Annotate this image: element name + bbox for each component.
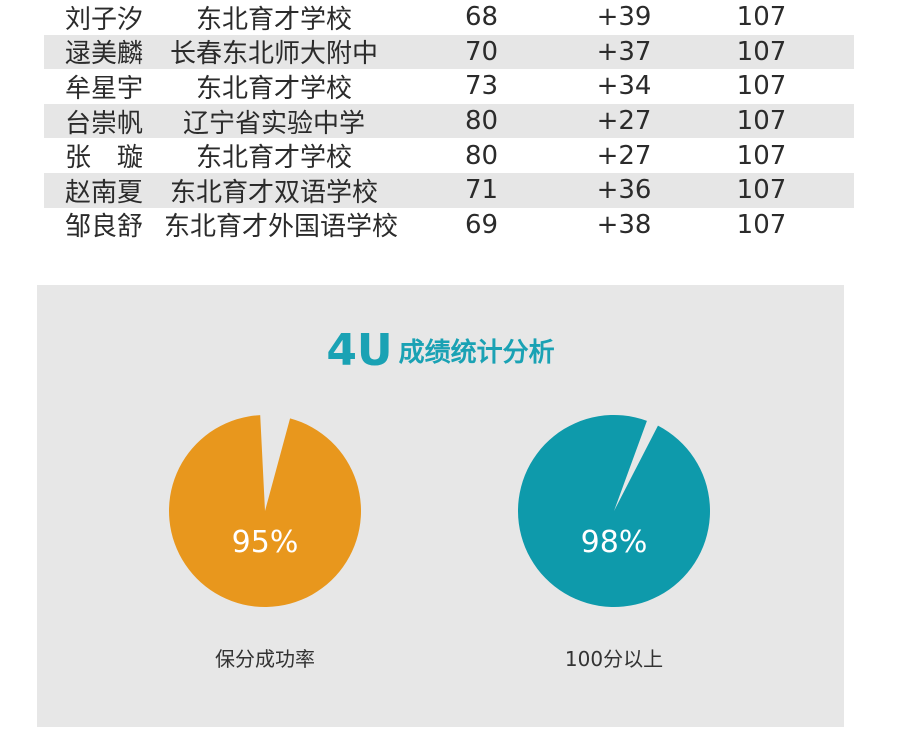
student-name: 张 璇 [64,143,143,174]
school-name: 东北育才双语学校 [169,177,378,208]
score: 68 [464,2,499,33]
base-score: 107 [736,2,787,33]
score-gain: +39 [596,2,652,33]
score-gain: +27 [596,140,652,171]
score-gain: +27 [596,106,652,137]
table-row: 赵南夏 东北育才双语学校 71 +36 107 [44,172,854,208]
table-row: 邹良舒 东北育才外国语学校 69 +38 107 [44,208,854,243]
score-gain: +36 [596,175,652,206]
base-score: 107 [736,36,787,67]
panel-title-small: 成绩统计分析 [398,338,555,368]
student-name: 逯美麟 [64,39,143,70]
base-score: 107 [736,140,787,171]
pie-chart-over-100: 98% [518,415,710,607]
score-gain: +37 [596,36,652,67]
school-name: 辽宁省实验中学 [182,108,365,139]
table-row: 张 璇 东北育才学校 80 +27 107 [44,138,854,174]
student-name: 邹良舒 [64,212,143,243]
score: 80 [464,140,499,171]
student-name: 牟星宇 [64,73,143,104]
score: 69 [464,209,499,240]
base-score: 107 [736,71,787,102]
pie-value-label: 95% [232,525,299,560]
table-row: 台崇帆 辽宁省实验中学 80 +27 107 [44,103,854,139]
pie-caption-retention: 保分成功率 [215,647,315,671]
stats-panel: 4U 成绩统计分析 95% 保分成功率 98% 100分以上 [37,285,844,727]
pie-slice-95 [169,415,361,607]
school-name: 东北育才学校 [195,143,352,174]
score-gain: +34 [596,71,652,102]
pie-value-label: 98% [581,525,648,560]
base-score: 107 [736,175,787,206]
score-gain: +38 [596,209,652,240]
student-name: 台崇帆 [64,108,143,139]
base-score: 107 [736,209,787,240]
table-row: 刘子汐 东北育才学校 68 +39 107 [44,0,854,35]
score: 80 [464,106,499,137]
table-row: 牟星宇 东北育才学校 73 +34 107 [44,69,854,104]
student-name: 赵南夏 [64,177,143,208]
score: 70 [464,36,499,67]
pie-chart-retention: 95% [169,415,361,607]
school-name: 东北育才学校 [195,73,352,104]
score: 73 [464,71,499,102]
base-score: 107 [736,106,787,137]
table-row: 逯美麟 长春东北师大附中 70 +37 107 [44,34,854,70]
pie-slice-98 [518,415,710,607]
panel-title-big: 4U [326,325,393,376]
pie-caption-over-100: 100分以上 [564,647,664,671]
school-name: 东北育才外国语学校 [164,212,399,243]
school-name: 东北育才学校 [195,4,352,35]
score: 71 [464,175,499,206]
student-name: 刘子汐 [64,4,143,35]
panel-title: 4U 成绩统计分析 [37,325,844,376]
score-table: 刘子汐 东北育才学校 68 +39 107 逯美麟 长春东北师大附中 70 +37 107 牟星宇东… [44,0,854,242]
school-name: 长春东北师大附中 [169,39,378,70]
